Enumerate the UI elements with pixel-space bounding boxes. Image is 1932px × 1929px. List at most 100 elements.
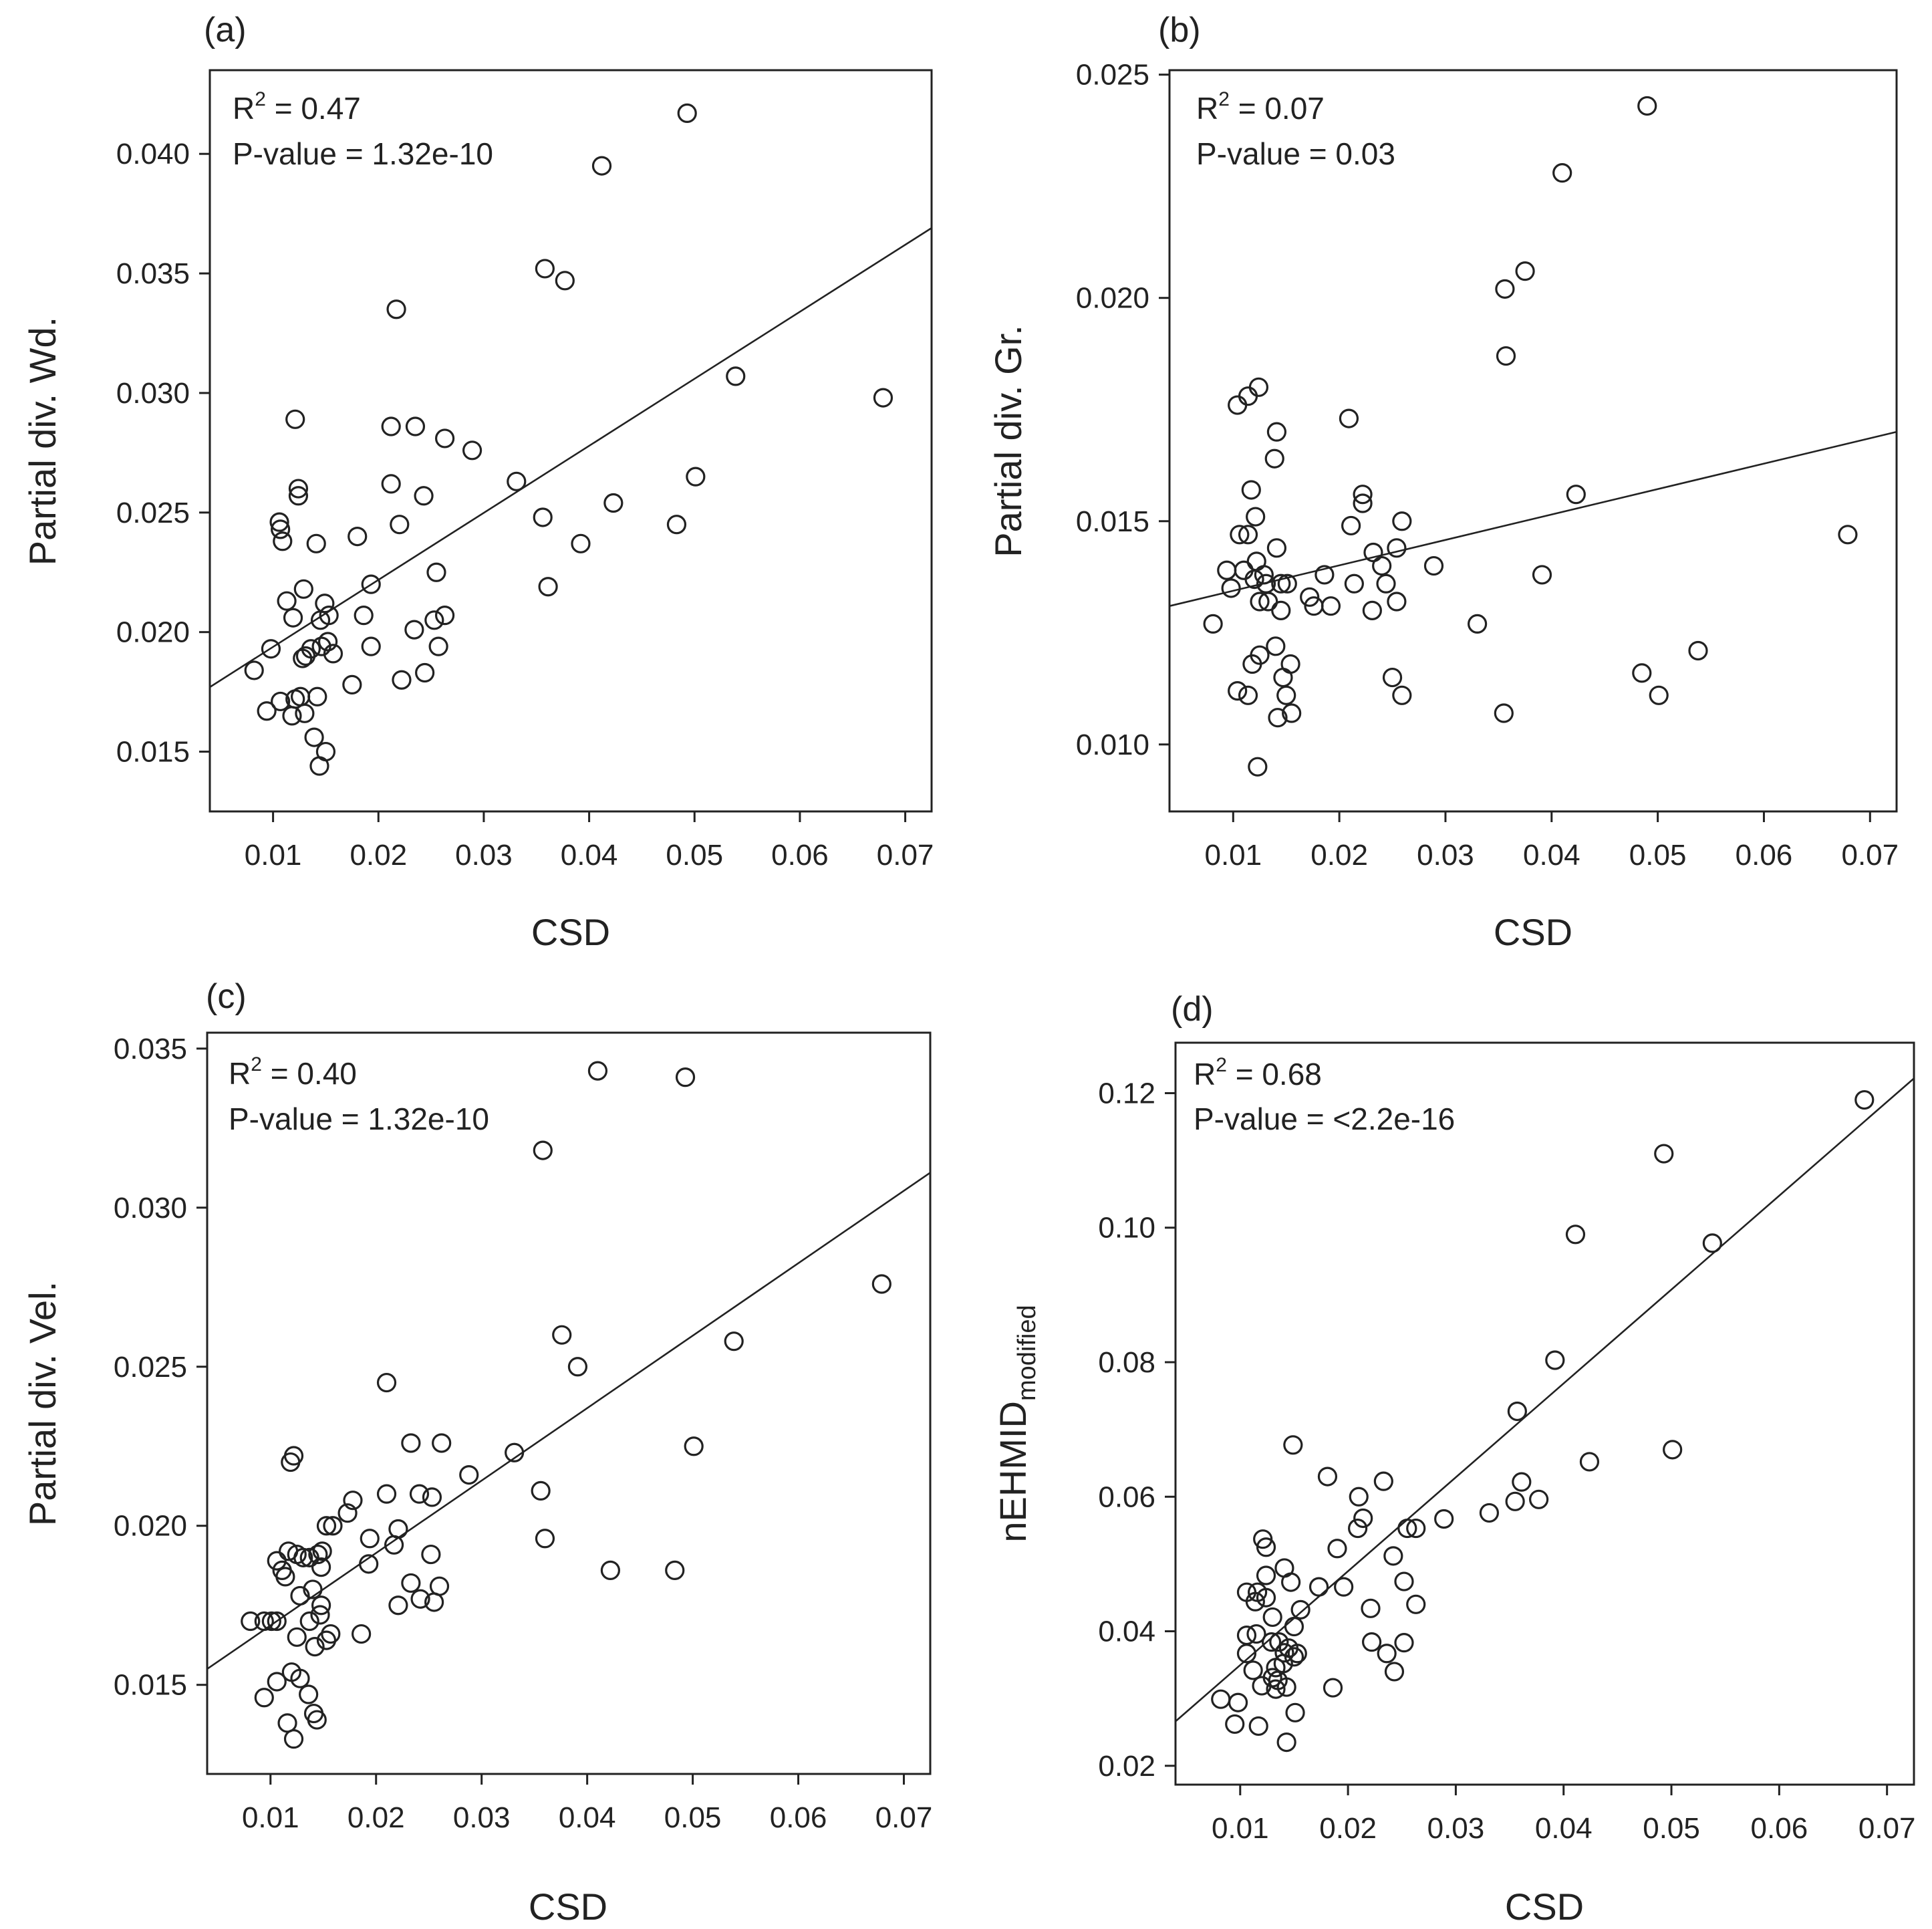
panel-b-data-point xyxy=(1339,408,1359,428)
panel-c-data-point xyxy=(299,1684,319,1704)
panel-d-y-axis-title: nEHMIDmodified xyxy=(992,1305,1041,1542)
panel-a-y-tick-label: 0.020 xyxy=(116,616,190,649)
panel-d-data-point xyxy=(1243,1660,1263,1680)
panel-b-data-point xyxy=(1238,525,1258,545)
panel-b-data-point xyxy=(1248,377,1269,397)
panel-c-data-point xyxy=(675,1067,696,1087)
panel-a-data-point xyxy=(361,636,381,656)
panel-c-data-point xyxy=(359,1554,379,1574)
panel-b-label: (b) xyxy=(1158,11,1201,49)
panel-c-y-tick-label: 0.015 xyxy=(114,1669,187,1702)
panel-d-data-point xyxy=(1228,1692,1248,1712)
panel-c-x-tick-label: 0.07 xyxy=(875,1801,933,1834)
panel-b-data-point xyxy=(1238,685,1258,705)
panel-d-y-tick-label: 0.06 xyxy=(1098,1481,1155,1513)
panel-b-x-tick-label: 0.07 xyxy=(1841,839,1899,872)
panel-b-data-point xyxy=(1217,560,1237,580)
panel-d-data-point xyxy=(1276,1732,1296,1753)
panel-c-ticks: 0.01 0.02 0.03 0.04 0.05 0.06 0.07 0.015 0.020 0.… xyxy=(114,1033,932,1834)
panel-c-data-point xyxy=(299,1611,319,1632)
panel-d-data-point xyxy=(1236,1644,1257,1664)
panel-d-data-point xyxy=(1565,1225,1586,1245)
panel-c-data-point xyxy=(267,1611,287,1632)
panel-d-data-point xyxy=(1654,1144,1674,1164)
panel-c-y-tick-label: 0.035 xyxy=(114,1033,187,1065)
panel-b-data-point xyxy=(1353,493,1373,513)
panel-c-x-axis-title: CSD xyxy=(529,1886,607,1928)
panel-d-data-point xyxy=(1702,1233,1722,1253)
panel-c-data-point xyxy=(303,1579,323,1599)
panel-a-data-point xyxy=(404,620,424,640)
panel-b-data-point xyxy=(1387,592,1407,612)
panel-a-data-point xyxy=(535,259,555,279)
panel-c-data-point xyxy=(388,1519,408,1539)
panel-c-data-point xyxy=(293,1547,313,1567)
panel-a-data-point xyxy=(507,471,527,491)
panel-c-data-point xyxy=(421,1544,441,1565)
panel-c-x-tick-label: 0.01 xyxy=(242,1801,299,1834)
panel-b-x-tick-label: 0.02 xyxy=(1310,839,1368,872)
panel-a-data-point xyxy=(603,493,624,513)
panel-c-label: (c) xyxy=(206,977,247,1016)
panel-c-data-point xyxy=(410,1589,430,1609)
panel-c-data-point xyxy=(535,1529,555,1549)
panel-d-data-point xyxy=(1317,1466,1338,1487)
panel-d-data-point xyxy=(1334,1577,1354,1597)
panel-a-label: (a) xyxy=(204,11,247,49)
panel-c-data-point xyxy=(277,1713,297,1733)
panel-a-y-tick-label: 0.035 xyxy=(116,257,190,290)
panel-b-y-tick-label: 0.020 xyxy=(1076,282,1149,315)
panel-b-data-point xyxy=(1277,573,1297,594)
panel-a-y-tick-label: 0.030 xyxy=(116,377,190,410)
panel-b-x-tick-label: 0.03 xyxy=(1417,839,1474,872)
panel-a: (a) 0.01 0.02 0.03 0.04 0.05 0.06 0.070.0150.0… xyxy=(21,11,934,953)
panel-a-data-point xyxy=(309,756,329,776)
panel-b-data-point xyxy=(1468,614,1488,634)
panel-d-x-tick-label: 0.04 xyxy=(1535,1812,1593,1845)
panel-a-fit-line xyxy=(209,227,932,688)
panel-c-data-point xyxy=(307,1710,327,1730)
panel-d: (d) 0.01 0.02 0.03 0.04 0.05 0.06 0.07 0.02 0.04… xyxy=(992,990,1915,1928)
panel-c-data-point xyxy=(724,1331,744,1352)
panel-b-y-axis-title: Partial div. Gr. xyxy=(987,325,1029,557)
panel-d-data-point xyxy=(1211,1689,1231,1709)
panel-d-data-point xyxy=(1663,1440,1683,1460)
panel-b-x-tick-label: 0.05 xyxy=(1629,839,1687,872)
panel-c-data-point xyxy=(587,1061,608,1081)
panel-b-data-point xyxy=(1392,511,1412,531)
panel-c-data-point xyxy=(552,1325,572,1345)
panel-b-ticks: 0.01 0.02 0.03 0.04 0.05 0.06 0.07 0.010 0.015 0.… xyxy=(1076,59,1899,872)
panel-a-data-point xyxy=(666,515,687,535)
panel-d-data-point xyxy=(1327,1539,1347,1559)
panel-b-data-point xyxy=(1382,667,1403,688)
panel-a-x-tick-label: 0.02 xyxy=(350,839,407,872)
panel-a-data-point xyxy=(434,606,455,626)
panel-c-data-point xyxy=(312,1541,332,1561)
panel-c-data-point xyxy=(241,1611,261,1632)
panel-d-data-point xyxy=(1284,1616,1304,1637)
panel-b-data-point xyxy=(1238,386,1258,406)
panel-a-data-point xyxy=(273,531,293,551)
panel-d-data-point xyxy=(1434,1509,1454,1529)
panel-a-y-tick-label: 0.040 xyxy=(116,138,190,170)
panel-c-x-tick-label: 0.05 xyxy=(664,1801,722,1834)
panel-a-data-point xyxy=(390,515,410,535)
panel-c-data-point xyxy=(305,1637,325,1657)
panel-c-data-point xyxy=(283,1729,304,1749)
panel-a-data-point xyxy=(386,299,406,319)
panel-c-y-tick-label: 0.020 xyxy=(114,1510,187,1543)
panel-c-data-point xyxy=(281,1452,301,1472)
panel-a-data-point xyxy=(319,606,339,626)
panel-b-data-point xyxy=(1246,551,1266,571)
panel-c-data-point xyxy=(343,1491,363,1511)
panel-a-data-point xyxy=(533,507,553,527)
panel-c-data-point xyxy=(376,1484,397,1504)
panel-b-data-point xyxy=(1266,636,1286,656)
panel-d-fit-line xyxy=(1175,1077,1915,1722)
panel-b-data-point xyxy=(1552,163,1572,183)
panel-b-data-point xyxy=(1838,525,1858,545)
panel-a-data-point xyxy=(434,428,455,448)
panel-c-data-point xyxy=(290,1585,310,1606)
panel-d-data-point xyxy=(1256,1537,1276,1557)
